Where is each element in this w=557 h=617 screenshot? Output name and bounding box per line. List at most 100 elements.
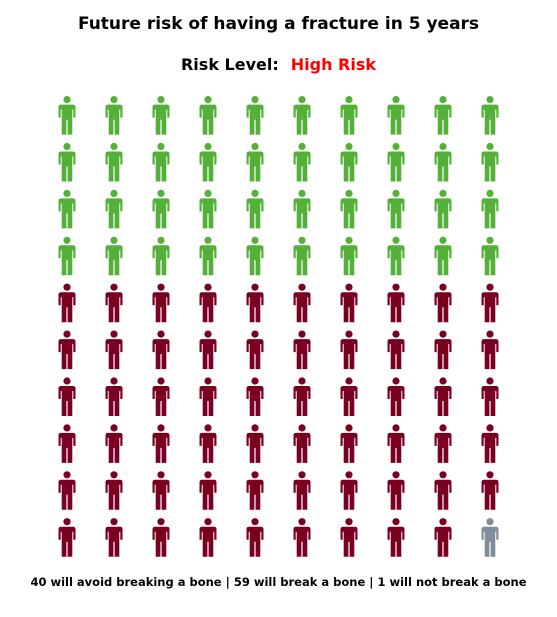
person-icon [293,236,311,276]
person-icon [58,283,76,323]
person-icon [58,236,76,276]
person-icon [387,283,405,323]
person-icon [387,96,405,135]
person-icon [340,283,358,323]
person-icon [434,330,452,370]
person-icon [246,236,264,276]
person-icon [199,471,217,510]
chart-caption: 40 will avoid breaking a bone | 59 will … [30,575,527,589]
person-icon [434,189,452,229]
chart-title: Future risk of having a fracture in 5 ye… [77,14,480,34]
person-icon [387,330,405,370]
person-icon [58,424,76,463]
person-icon [481,330,499,370]
person-icon [105,142,123,182]
person-icon [105,518,123,557]
person-icon [293,377,311,416]
person-icon [340,142,358,182]
person-icon [246,471,264,510]
person-icon [246,283,264,323]
person-icon [105,189,123,229]
person-icon [246,96,264,135]
person-icon [481,142,499,182]
person-icon [340,330,358,370]
person-icon [199,424,217,463]
person-icon [58,471,76,510]
person-icon [293,189,311,229]
person-icon [434,377,452,416]
person-icon [152,283,170,323]
person-icon [58,142,76,182]
person-icon [293,330,311,370]
person-icon [340,518,358,557]
person-icon [293,96,311,135]
person-icon [58,518,76,557]
person-icon [481,189,499,229]
person-icon [58,96,76,135]
person-icon [387,518,405,557]
risk-level-label: Risk Level: [180,55,279,74]
person-icon [152,236,170,276]
person-icon [434,142,452,182]
person-icon [199,283,217,323]
person-icon [199,330,217,370]
person-icon [387,189,405,229]
person-icon [293,424,311,463]
person-icon [246,518,264,557]
person-icon [199,96,217,135]
person-icon [246,189,264,229]
person-icon [246,142,264,182]
person-icon [199,189,217,229]
person-icon [199,377,217,416]
person-icon [199,236,217,276]
person-icon [481,471,499,510]
person-icon [387,424,405,463]
person-icon [387,377,405,416]
person-icon [340,96,358,135]
person-icon [152,330,170,370]
person-icon [58,189,76,229]
person-icon [481,283,499,323]
person-icon [152,471,170,510]
person-icon [199,142,217,182]
person-icon [340,471,358,510]
person-icon [246,377,264,416]
person-icon [481,377,499,416]
person-icon [481,96,499,135]
person-icon [434,236,452,276]
person-icon [152,189,170,229]
person-icon [387,471,405,510]
person-icon [105,424,123,463]
person-icon [293,518,311,557]
person-icon [105,377,123,416]
person-icon [105,330,123,370]
person-icon [58,330,76,370]
person-icon [105,471,123,510]
person-icon [434,471,452,510]
person-icon [152,518,170,557]
person-icon [152,96,170,135]
person-icon [246,330,264,370]
person-icon [105,96,123,135]
person-icon [340,377,358,416]
risk-level-line: Risk Level: High Risk [0,55,557,74]
person-icon [340,189,358,229]
person-icon [434,518,452,557]
person-icon [340,424,358,463]
person-icon [293,142,311,182]
person-icon [387,236,405,276]
person-icon [434,283,452,323]
person-icon [105,236,123,276]
person-icon [481,518,499,557]
person-icon [152,142,170,182]
person-icon [481,424,499,463]
person-icon [246,424,264,463]
person-icon [152,424,170,463]
person-icon [434,424,452,463]
person-icon [293,471,311,510]
person-icon [199,518,217,557]
person-icon [152,377,170,416]
person-icon [434,96,452,135]
risk-level-value: High Risk [290,55,376,74]
